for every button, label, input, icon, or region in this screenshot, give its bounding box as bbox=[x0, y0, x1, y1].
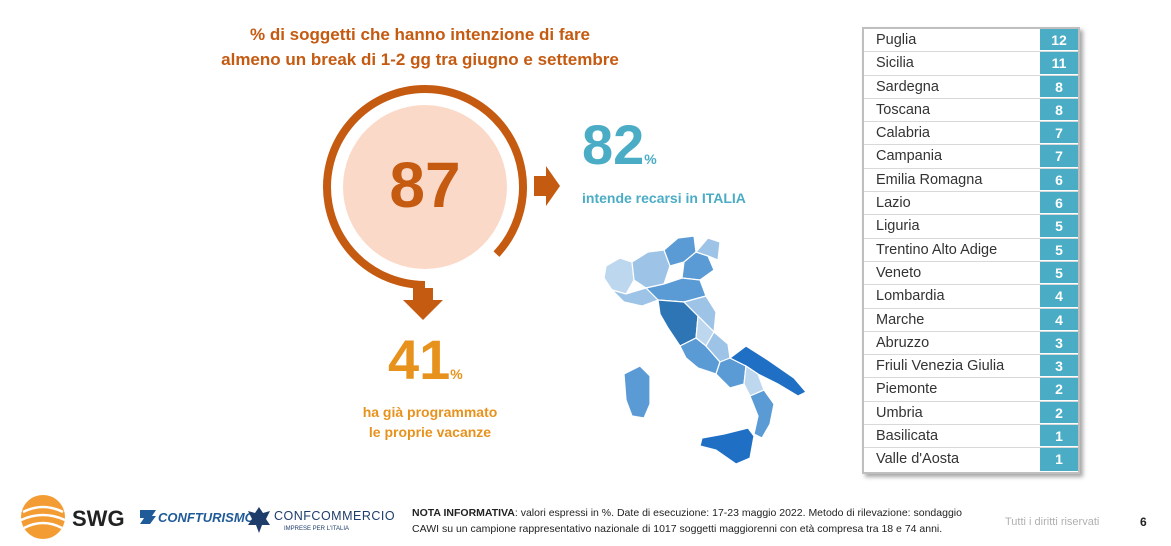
region-value: 1 bbox=[1040, 425, 1078, 448]
map-region-valle-aosta-piemonte bbox=[603, 257, 635, 295]
region-name: Puglia bbox=[876, 32, 917, 48]
region-value: 2 bbox=[1040, 378, 1078, 401]
region-name: Friuli Venezia Giulia bbox=[876, 358, 1005, 375]
region-name: Lazio bbox=[876, 195, 911, 212]
region-name: Liguria bbox=[876, 218, 920, 235]
region-name: Valle d'Aosta bbox=[876, 451, 960, 468]
title-line-1: % di soggetti che hanno intenzione di fa… bbox=[249, 25, 591, 44]
table-row: Valle d'Aosta 1 bbox=[864, 448, 1078, 472]
arrow-right-icon bbox=[534, 166, 560, 206]
table-row: Piemonte 2 bbox=[864, 378, 1078, 402]
region-name: Sardegna bbox=[876, 78, 939, 95]
confturismo-logo-icon bbox=[140, 510, 156, 524]
main-value: 87 bbox=[389, 149, 461, 221]
map-region-sicilia bbox=[699, 427, 755, 465]
rights-text: Tutti i diritti riservati bbox=[1005, 516, 1100, 528]
vacanze-unit: % bbox=[450, 366, 463, 382]
region-value: 11 bbox=[1040, 52, 1078, 75]
vacanze-value: 41 bbox=[388, 328, 451, 391]
table-row: Sardegna 8 bbox=[864, 75, 1078, 99]
region-value: 12 bbox=[1040, 29, 1078, 52]
note-text: : valori espressi in %. Date di esecuzio… bbox=[412, 507, 962, 535]
region-name: Campania bbox=[876, 148, 943, 165]
region-name: Sicilia bbox=[876, 55, 914, 72]
region-value: 5 bbox=[1040, 215, 1078, 238]
table-row: Abruzzo 3 bbox=[864, 331, 1078, 356]
progress-arc bbox=[323, 85, 528, 289]
region-value: 5 bbox=[1040, 238, 1078, 261]
italy-map-icon bbox=[603, 235, 807, 465]
chart-title: % di soggetti che hanno intenzione di fa… bbox=[170, 22, 670, 72]
table-row: Marche 4 bbox=[864, 308, 1078, 332]
arrow-down-icon bbox=[403, 288, 443, 320]
region-name: Piemonte bbox=[876, 381, 938, 398]
table-row: Puglia 12 bbox=[864, 29, 1078, 53]
region-name: Abruzzo bbox=[876, 334, 930, 351]
region-value: 1 bbox=[1040, 448, 1078, 472]
region-value: 8 bbox=[1040, 98, 1078, 122]
table-row: Trentino Alto Adige 5 bbox=[864, 238, 1078, 262]
map-region-marche bbox=[682, 295, 717, 334]
region-value: 7 bbox=[1040, 122, 1078, 145]
region-value: 3 bbox=[1040, 355, 1078, 378]
italia-value: 82 bbox=[582, 113, 645, 176]
region-name: Lombardia bbox=[876, 288, 945, 305]
title-line-2: almeno un break di 1-2 gg tra giugno e s… bbox=[221, 50, 619, 69]
confcommercio-logo-subtext: IMPRESE PER L'ITALIA bbox=[284, 526, 350, 532]
confturismo-logo-text: CONFTURISMO bbox=[158, 510, 255, 525]
swg-globe-icon bbox=[20, 495, 66, 539]
main-value-circle bbox=[323, 85, 528, 289]
map-region-lombardia bbox=[631, 249, 671, 289]
table-row: Umbria 2 bbox=[864, 401, 1078, 426]
italia-value-block: 82% bbox=[582, 113, 657, 191]
vacanze-label-line-2: le proprie vacanze bbox=[368, 424, 492, 440]
table-row: Sicilia 11 bbox=[864, 52, 1078, 76]
table-row: Calabria 7 bbox=[864, 122, 1078, 146]
region-value: 5 bbox=[1040, 261, 1078, 285]
map-region-basilicata bbox=[743, 364, 765, 397]
region-name: Basilicata bbox=[876, 428, 939, 445]
map-region-abruzzo bbox=[705, 331, 731, 363]
table-row: Basilicata 1 bbox=[864, 425, 1078, 449]
vacanze-value-block: 41% bbox=[388, 328, 463, 406]
table-row: Emilia Romagna 6 bbox=[864, 168, 1078, 193]
table-row: Liguria 5 bbox=[864, 215, 1078, 239]
table-row: Lombardia 4 bbox=[864, 285, 1078, 309]
confcommercio-eagle-icon bbox=[248, 507, 270, 533]
region-value: 6 bbox=[1040, 192, 1078, 215]
note-title: NOTA INFORMATIVA bbox=[412, 507, 515, 519]
circle-fill bbox=[343, 105, 507, 269]
table-row: Toscana 8 bbox=[864, 98, 1078, 123]
confcommercio-logo-text: CONFCOMMERCIO bbox=[274, 509, 396, 523]
region-value: 8 bbox=[1040, 75, 1078, 98]
region-value: 4 bbox=[1040, 308, 1078, 331]
page-number: 6 bbox=[1140, 515, 1147, 529]
region-name: Trentino Alto Adige bbox=[876, 241, 998, 258]
region-name: Umbria bbox=[876, 404, 923, 421]
vacanze-label-line-1: ha già programmato bbox=[362, 404, 498, 420]
footer-note: NOTA INFORMATIVA: valori espressi in %. … bbox=[412, 505, 972, 537]
region-value: 7 bbox=[1040, 145, 1078, 168]
region-value: 6 bbox=[1040, 168, 1078, 192]
map-region-friuli bbox=[694, 237, 721, 261]
region-name: Marche bbox=[876, 311, 925, 328]
table-row: Campania 7 bbox=[864, 145, 1078, 169]
map-region-calabria bbox=[749, 389, 775, 439]
italia-unit: % bbox=[644, 151, 657, 167]
region-value: 3 bbox=[1040, 331, 1078, 355]
vacanze-label: ha già programmato le proprie vacanze bbox=[330, 402, 530, 442]
table-row: Lazio 6 bbox=[864, 192, 1078, 216]
italia-label: intende recarsi in ITALIA bbox=[582, 190, 746, 206]
region-name: Calabria bbox=[876, 125, 930, 142]
region-table: Puglia 12 Sicilia 11 Sardegna 8 Toscana 8 Calabr… bbox=[862, 27, 1080, 474]
region-value: 2 bbox=[1040, 401, 1078, 425]
region-name: Toscana bbox=[876, 101, 931, 118]
swg-logo-text: SWG bbox=[72, 506, 125, 531]
table-row: Friuli Venezia Giulia 3 bbox=[864, 355, 1078, 379]
map-region-sardegna bbox=[623, 365, 651, 419]
table-row: Veneto 5 bbox=[864, 261, 1078, 286]
region-name: Emilia Romagna bbox=[876, 171, 983, 188]
region-name: Veneto bbox=[876, 264, 922, 281]
region-value: 4 bbox=[1040, 285, 1078, 308]
